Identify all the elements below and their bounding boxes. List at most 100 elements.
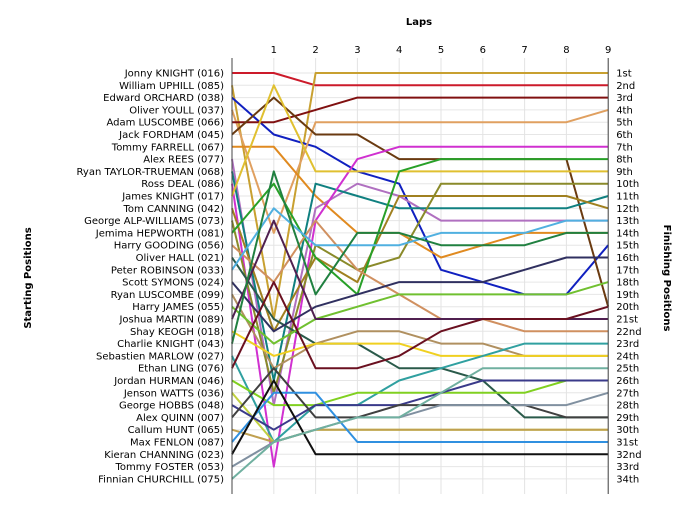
- finish-label: 24th: [616, 351, 639, 362]
- series-line-20: [231, 281, 609, 345]
- finish-label: 23rd: [616, 339, 639, 350]
- lap-tick: 7: [521, 45, 527, 56]
- y-axis-title-right: Finishing Positions: [661, 225, 672, 332]
- start-label: Charlie KNIGHT (043): [117, 339, 224, 350]
- start-label: George ALP-WILLIAMS (073): [84, 216, 224, 227]
- starting-position-labels: Jonny KNIGHT (016)William UPHILL (085)Ed…: [77, 69, 225, 486]
- finish-label: 14th: [616, 228, 639, 239]
- start-label: Edward ORCHARD (038): [103, 93, 224, 104]
- finish-label: 22nd: [616, 327, 641, 338]
- series-line-22: [231, 330, 609, 357]
- series-line-25: [231, 281, 609, 370]
- finish-label: 11th: [616, 192, 639, 203]
- start-label: Shay KEOGH (018): [130, 327, 224, 338]
- start-label: Harry JAMES (055): [132, 302, 224, 313]
- series-line-6: [231, 96, 610, 307]
- start-label: Ryan TAYLOR-TRUEMAN (068): [77, 167, 225, 178]
- finish-label: 25th: [616, 364, 639, 375]
- series-line-11: [231, 84, 609, 197]
- series-line-2: [231, 72, 609, 320]
- finish-label: 5th: [616, 118, 633, 129]
- start-label: Alex REES (077): [143, 155, 224, 166]
- finish-label: 12th: [616, 204, 639, 215]
- series-line-12: [231, 195, 609, 333]
- finish-label: 10th: [616, 179, 639, 190]
- series-line-15: [231, 219, 609, 333]
- series-line-4: [231, 108, 609, 234]
- finish-label: 29th: [616, 413, 639, 424]
- lap-tick: 4: [396, 45, 402, 56]
- series-line-14: [231, 158, 609, 296]
- start-label: Tommy FOSTER (053): [114, 462, 224, 473]
- start-label: Oliver HALL (021): [136, 253, 224, 264]
- finish-label: 28th: [616, 401, 639, 412]
- series-line-34: [231, 367, 609, 480]
- axes: [231, 58, 609, 494]
- start-label: Adam LUSCOMBE (066): [106, 118, 224, 129]
- finish-label: 6th: [616, 130, 633, 141]
- series-line-32: [231, 379, 609, 456]
- start-label: George HOBBS (048): [119, 401, 224, 412]
- finish-label: 31st: [616, 438, 638, 449]
- finish-label: 17th: [616, 265, 639, 276]
- start-label: Tommy FARRELL (067): [111, 142, 224, 153]
- series-line-31: [231, 391, 609, 443]
- lap-tick: 6: [480, 45, 486, 56]
- start-label: Tom CANNING (042): [123, 204, 225, 215]
- lap-tick: 2: [312, 45, 318, 56]
- finish-label: 21st: [616, 315, 638, 326]
- finish-label: 13th: [616, 216, 639, 227]
- start-label: Ethan LING (076): [138, 364, 224, 375]
- lap-tick: 1: [271, 45, 277, 56]
- series-line-26: [231, 379, 609, 407]
- finishing-position-labels: 1st2nd3rd4th5th6th7th8th9th10th11th12th1…: [616, 69, 641, 486]
- series-line-30: [231, 428, 609, 443]
- start-label: Joshua MARTIN (089): [118, 315, 224, 326]
- start-label: Jack FORDHAM (045): [118, 130, 224, 141]
- finish-label: 32nd: [616, 450, 641, 461]
- finish-label: 26th: [616, 376, 639, 387]
- lap-tick: 8: [563, 45, 569, 56]
- start-label: Callum HUNT (065): [128, 425, 225, 436]
- series-line-23: [231, 170, 609, 344]
- start-label: Sebastien MARLOW (027): [96, 351, 224, 362]
- start-label: Finnian CHURCHILL (075): [98, 474, 224, 485]
- start-label: Scott SYMONS (024): [122, 278, 224, 289]
- lap-tick: 3: [354, 45, 360, 56]
- start-label: Jenson WATTS (036): [123, 388, 224, 399]
- start-label: William UPHILL (085): [119, 81, 224, 92]
- finish-label: 34th: [616, 474, 639, 485]
- finish-label: 9th: [616, 167, 633, 178]
- start-label: Max FENLON (087): [130, 438, 224, 449]
- start-label: Alex QUINN (007): [136, 413, 224, 424]
- x-axis-title: Laps: [406, 17, 432, 28]
- finish-label: 2nd: [616, 81, 635, 92]
- series-line-10: [231, 145, 609, 468]
- start-label: Jemima HEPWORTH (081): [95, 228, 224, 239]
- series-lines: [231, 72, 610, 480]
- start-label: Ryan LUSCOMBE (099): [111, 290, 225, 301]
- start-label: James KNIGHT (017): [121, 192, 224, 203]
- start-label: Peter ROBINSON (033): [111, 265, 224, 276]
- y-axis-title-left: Starting Positions: [23, 227, 34, 328]
- finish-label: 30th: [616, 425, 639, 436]
- finish-label: 3rd: [616, 93, 633, 104]
- start-label: Kieran CHANNING (023): [104, 450, 224, 461]
- finish-label: 4th: [616, 105, 633, 116]
- start-label: Jonny KNIGHT (016): [124, 69, 224, 80]
- series-line-18: [231, 256, 609, 333]
- start-label: Oliver YOULL (037): [129, 105, 224, 116]
- lap-tick: 9: [605, 45, 611, 56]
- finish-label: 7th: [616, 142, 633, 153]
- finish-label: 8th: [616, 155, 633, 166]
- finish-label: 1st: [616, 69, 632, 80]
- lap-tick-labels: 1 2 3 4 5 6 7 8 9: [271, 45, 612, 56]
- series-line-24: [231, 342, 609, 443]
- finish-label: 16th: [616, 253, 639, 264]
- lap-tick: 5: [438, 45, 444, 56]
- finish-label: 33rd: [616, 462, 639, 473]
- finish-label: 19th: [616, 290, 639, 301]
- finish-label: 27th: [616, 388, 639, 399]
- start-label: Jordan HURMAN (046): [113, 376, 224, 387]
